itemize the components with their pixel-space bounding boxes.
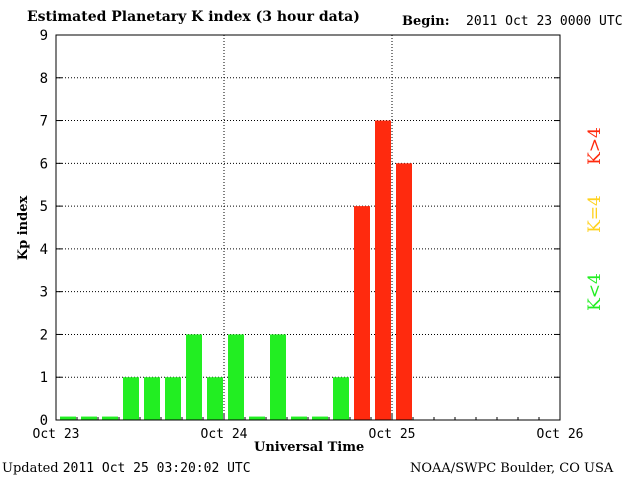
kp-bar (333, 377, 349, 420)
kp-bar (207, 377, 223, 420)
legend-high: K>4 (585, 127, 605, 165)
chart-title: Estimated Planetary K index (3 hour data… (27, 9, 360, 25)
kp-bar (249, 416, 265, 420)
y-tick-label: 1 (40, 370, 48, 386)
kp-bar (102, 416, 118, 420)
updated-value: 2011 Oct 25 03:20:02 UTC (62, 461, 251, 476)
legend-low: K<4 (585, 273, 605, 311)
legend-mid: K=4 (585, 195, 605, 233)
kp-bar (291, 416, 307, 420)
y-tick-label: 2 (40, 327, 48, 343)
kp-bar (270, 334, 286, 420)
begin-value: 2011 Oct 23 0000 UTC (466, 14, 623, 29)
y-tick-label: 6 (40, 156, 48, 172)
x-tick-label: Oct 24 (201, 427, 248, 442)
ticks-layer: 0 1 2 3 4 5 6 7 8 9 Oct 23 Oct 24 Oct 25 Oct 26 (33, 28, 584, 442)
y-tick-label: 0 (40, 413, 48, 429)
y-tick-label: 7 (40, 114, 48, 130)
y-tick-label: 8 (40, 71, 48, 87)
y-axis-label: Kp index (16, 196, 31, 261)
x-tick-label: Oct 23 (33, 427, 80, 442)
bars-layer (60, 120, 412, 421)
y-tick-label: 9 (40, 28, 48, 44)
kp-bar (354, 206, 370, 420)
kp-bar (312, 416, 328, 420)
y-tick-label: 5 (40, 199, 48, 215)
kp-bar (228, 334, 244, 420)
grid-layer (56, 35, 560, 420)
x-tick-label: Oct 26 (537, 427, 584, 442)
updated-line: Updated 2011 Oct 25 03:20:02 UTC (2, 461, 251, 476)
y-tick-label: 4 (40, 242, 48, 258)
begin-label: Begin: (402, 14, 450, 29)
x-axis-label: Universal Time (254, 440, 365, 455)
kp-bar (144, 377, 160, 420)
plot-frame (55, 34, 561, 421)
legend: K<4 K=4 K>4 (585, 127, 605, 311)
kp-bar (375, 120, 391, 421)
kp-bar (60, 416, 76, 420)
kp-bar (186, 334, 202, 420)
updated-prefix: Updated (2, 461, 59, 476)
y-tick-label: 3 (40, 285, 48, 301)
source-line: NOAA/SWPC Boulder, CO USA (410, 461, 614, 476)
kp-bar (396, 163, 412, 421)
kp-bar (123, 377, 139, 420)
kp-bar (81, 416, 97, 420)
kp-bar (165, 377, 181, 420)
x-tick-label: Oct 25 (369, 427, 416, 442)
